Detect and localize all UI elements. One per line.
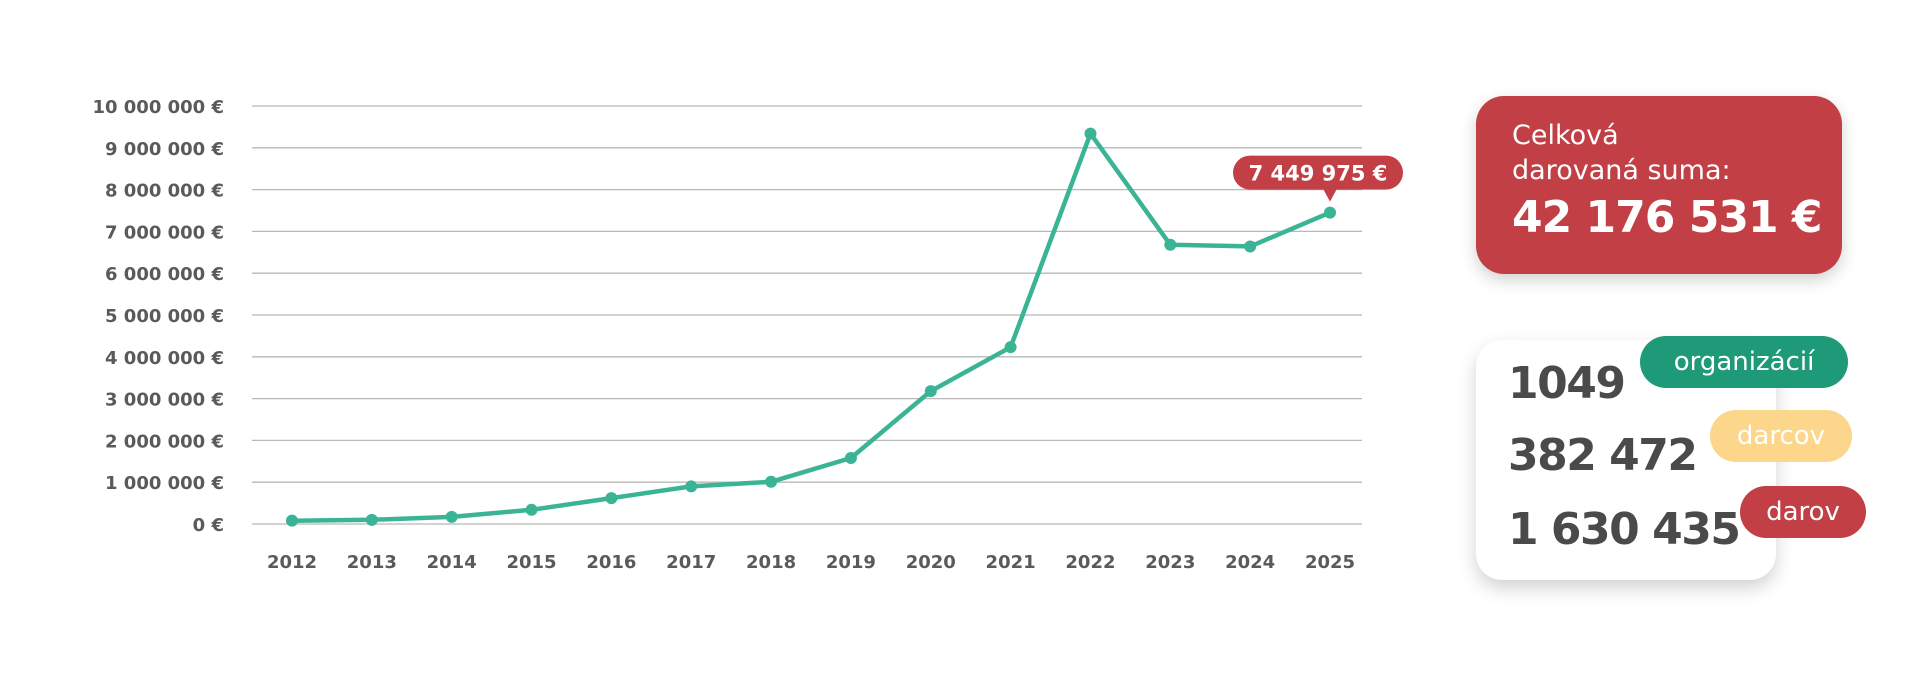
x-tick-label: 2021 (986, 552, 1036, 573)
grid (252, 105, 1362, 525)
stat-organizations-value: 1049 (1508, 358, 1626, 409)
y-tick-label: 3 000 000 € (105, 390, 224, 411)
stat-donors-badge: darcov (1710, 410, 1852, 462)
data-point (445, 510, 458, 523)
y-tick-label: 4 000 000 € (105, 348, 224, 369)
y-tick-label: 10 000 000 € (92, 97, 224, 118)
y-tick-label: 0 € (193, 515, 224, 536)
data-point (1324, 206, 1336, 219)
x-tick-label: 2014 (427, 552, 477, 573)
x-tick-label: 2024 (1225, 552, 1275, 573)
data-point (765, 475, 778, 488)
data-point (365, 513, 378, 526)
line-chart: 0 € 1 000 000 € 2 000 000 € 3 000 000 € 4 00… (92, 97, 1403, 573)
x-tick-label: 2015 (506, 552, 556, 573)
data-point (844, 451, 857, 464)
total-donated-card: Celková darovaná suma: 42 176 531 € (1476, 96, 1842, 274)
data-point (286, 514, 298, 527)
y-tick-label: 7 000 000 € (105, 222, 224, 243)
data-point (1084, 127, 1097, 140)
data-point (924, 385, 937, 398)
data-point (525, 503, 538, 516)
x-tick-label: 2013 (347, 552, 397, 573)
y-tick-label: 1 000 000 € (105, 473, 224, 494)
annotation-badge (1233, 155, 1403, 190)
total-donated-value: 42 176 531 € (1512, 192, 1823, 243)
data-point (685, 480, 698, 493)
x-axis-ticks: 2012 2013 2014 2015 2016 2017 2018 2019 2020 2021… (267, 552, 1355, 573)
y-tick-label: 8 000 000 € (105, 181, 224, 202)
data-point (1244, 240, 1257, 253)
x-tick-label: 2016 (586, 552, 636, 573)
value-annotation: 7 449 975 € (1233, 155, 1403, 202)
series-line (289, 131, 1333, 523)
y-tick-label: 2 000 000 € (105, 431, 224, 452)
y-tick-label: 5 000 000 € (105, 306, 224, 327)
x-tick-label: 2019 (826, 552, 876, 573)
x-tick-label: 2012 (267, 552, 317, 573)
y-tick-label: 9 000 000 € (105, 139, 224, 160)
x-tick-label: 2020 (906, 552, 956, 573)
stat-donations-badge: darov (1740, 486, 1866, 538)
data-point (1164, 238, 1177, 251)
x-tick-label: 2023 (1145, 552, 1195, 573)
series-points (286, 127, 1336, 527)
y-axis-ticks: 0 € 1 000 000 € 2 000 000 € 3 000 000 € 4 00… (92, 97, 224, 536)
total-donated-label: Celková darovaná suma: (1512, 120, 1731, 186)
stat-donors-value: 382 472 (1508, 430, 1698, 481)
stat-donations-value: 1 630 435 (1508, 504, 1741, 555)
x-tick-label: 2017 (666, 552, 716, 573)
data-point (605, 492, 618, 505)
x-tick-label: 2025 (1305, 552, 1355, 573)
data-point (1004, 341, 1017, 354)
y-tick-label: 6 000 000 € (105, 264, 224, 285)
annotation-label: 7 449 975 € (1249, 162, 1388, 186)
x-tick-label: 2018 (746, 552, 796, 573)
annotation-pointer (1323, 188, 1337, 202)
stat-organizations-badge: organizácií (1640, 336, 1848, 388)
x-tick-label: 2022 (1065, 552, 1115, 573)
